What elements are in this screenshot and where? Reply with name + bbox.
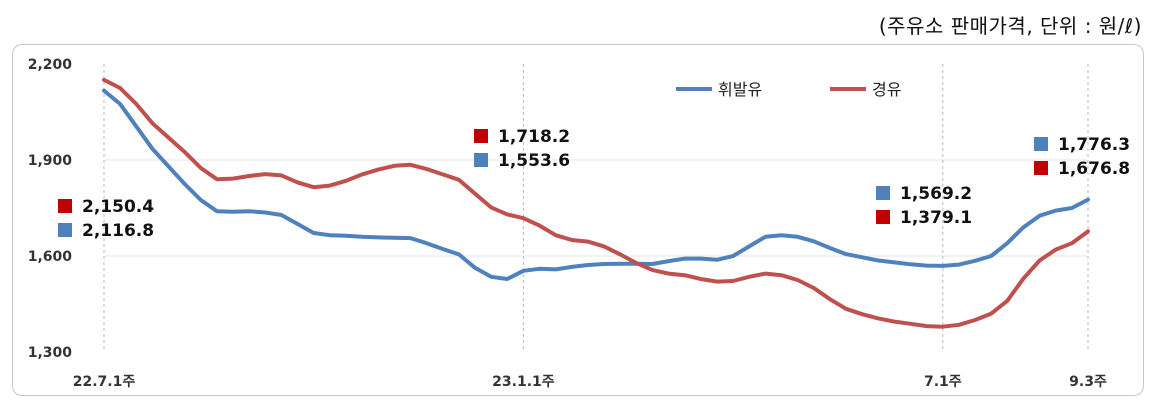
annotation-marker xyxy=(1034,161,1048,175)
annotation-marker xyxy=(474,153,488,167)
annotation-value: 2,116.8 xyxy=(82,221,154,241)
y-tick-label: 1,900 xyxy=(28,153,73,169)
annotation-value: 1,676.8 xyxy=(1058,159,1130,179)
annotation-marker xyxy=(58,199,72,213)
y-tick-label: 2,200 xyxy=(28,57,73,73)
x-tick-label: 9.3주 xyxy=(1069,374,1107,390)
annotation-value: 1,718.2 xyxy=(498,127,570,147)
annotation-marker xyxy=(58,223,72,237)
legend-label-diesel: 경유 xyxy=(872,80,901,99)
unit-note: (주유소 판매가격, 단위 : 원/ℓ) xyxy=(878,14,1142,38)
annotation-value: 1,569.2 xyxy=(900,184,972,204)
legend-label-gasoline: 휘발유 xyxy=(718,80,762,99)
y-tick-label: 1,300 xyxy=(28,345,73,361)
x-tick-label: 7.1주 xyxy=(924,374,962,390)
annotation-value: 2,150.4 xyxy=(82,197,154,217)
annotation-value: 1,776.3 xyxy=(1058,135,1130,155)
annotation-marker xyxy=(1034,137,1048,151)
annotation-marker xyxy=(474,129,488,143)
series-line-gasoline xyxy=(102,88,1090,281)
annotation-value: 1,553.6 xyxy=(498,151,570,171)
annotation-value: 1,379.1 xyxy=(900,208,972,228)
x-tick-label: 22.7.1주 xyxy=(73,374,136,390)
y-tick-label: 1,600 xyxy=(28,249,73,265)
annotation-marker xyxy=(876,186,890,200)
chart-frame xyxy=(12,44,1144,396)
series-line-diesel xyxy=(102,77,1090,329)
annotation-marker xyxy=(876,210,890,224)
x-tick-label: 23.1.1주 xyxy=(492,374,555,390)
